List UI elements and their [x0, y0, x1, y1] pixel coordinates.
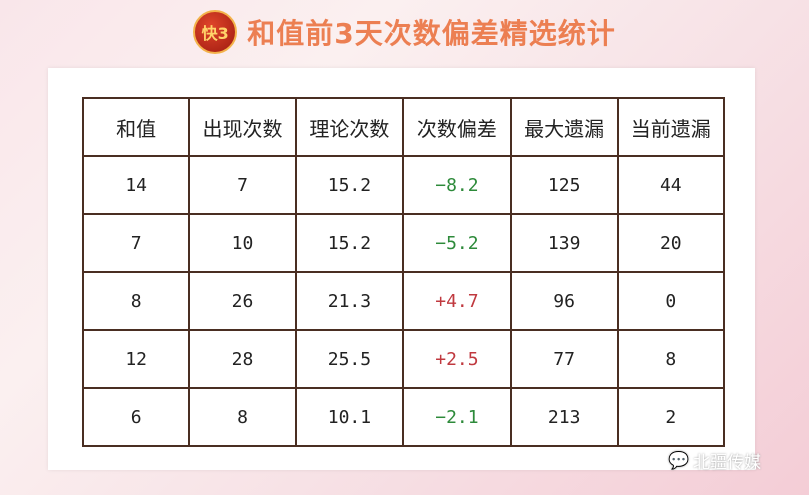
logo-text: 快3 — [201, 24, 229, 43]
table-cell: 8 — [188, 387, 297, 447]
table-cell: 96 — [509, 271, 619, 331]
table-cell: 14 — [81, 155, 191, 215]
table-cell: +2.5 — [402, 329, 512, 389]
column-header: 最大遗漏 — [509, 97, 619, 157]
column-header: 出现次数 — [188, 97, 297, 157]
table-cell: 7 — [188, 155, 297, 215]
title-text: 和值前3天次数偏差精选统计 — [247, 17, 616, 50]
table-cell: +4.7 — [402, 271, 512, 331]
table-cell: 213 — [509, 387, 619, 447]
table-cell: 0 — [616, 271, 726, 331]
watermark-text: 北疆传媒 — [693, 453, 762, 473]
table-cell: 26 — [188, 271, 297, 331]
table-cell: 20 — [616, 213, 726, 273]
table-cell: 10 — [188, 213, 297, 273]
table-row: 14 7 15.2 −8.2 125 44 — [81, 155, 726, 215]
page-title: 快3 和值前3天次数偏差精选统计 — [0, 10, 809, 54]
table-cell: −2.1 — [402, 387, 512, 447]
table-row: 8 26 21.3 +4.7 96 0 — [81, 271, 726, 331]
table-cell: 44 — [616, 155, 726, 215]
table-cell: 25.5 — [294, 329, 405, 389]
table-cell: 2 — [616, 387, 726, 447]
table-cell: 12 — [81, 329, 191, 389]
kuai3-logo-icon: 快3 — [193, 10, 238, 54]
table-cell: 15.2 — [294, 213, 405, 273]
table-cell: 8 — [616, 329, 726, 389]
table-cell: 125 — [509, 155, 619, 215]
table-cell: 77 — [509, 329, 619, 389]
column-header: 次数偏差 — [402, 97, 512, 157]
table-cell: 28 — [188, 329, 297, 389]
column-header: 理论次数 — [294, 97, 405, 157]
table-cell: 10.1 — [294, 387, 405, 447]
table-row: 7 10 15.2 −5.2 139 20 — [81, 213, 726, 273]
table-cell: 7 — [81, 213, 191, 273]
table-cell: 139 — [509, 213, 619, 273]
column-header: 和值 — [81, 97, 191, 157]
table-row: 6 8 10.1 −2.1 213 2 — [81, 387, 726, 447]
table-row: 12 28 25.5 +2.5 77 8 — [81, 329, 726, 389]
table-cell: 15.2 — [294, 155, 405, 215]
header-row: 和值 出现次数 理论次数 次数偏差 最大遗漏 当前遗漏 — [81, 97, 726, 157]
table-cell: −8.2 — [402, 155, 512, 215]
table-cell: 21.3 — [294, 271, 405, 331]
table-cell: 6 — [81, 387, 191, 447]
watermark: 💬 北疆传媒 — [668, 448, 762, 474]
table-cell: −5.2 — [402, 213, 512, 273]
wechat-icon: 💬 — [668, 450, 690, 471]
table-cell: 8 — [81, 271, 191, 331]
column-header: 当前遗漏 — [616, 97, 726, 157]
stats-table: 和值 出现次数 理论次数 次数偏差 最大遗漏 当前遗漏 14 7 15.2 −8.2 125 44 7… — [81, 97, 726, 447]
